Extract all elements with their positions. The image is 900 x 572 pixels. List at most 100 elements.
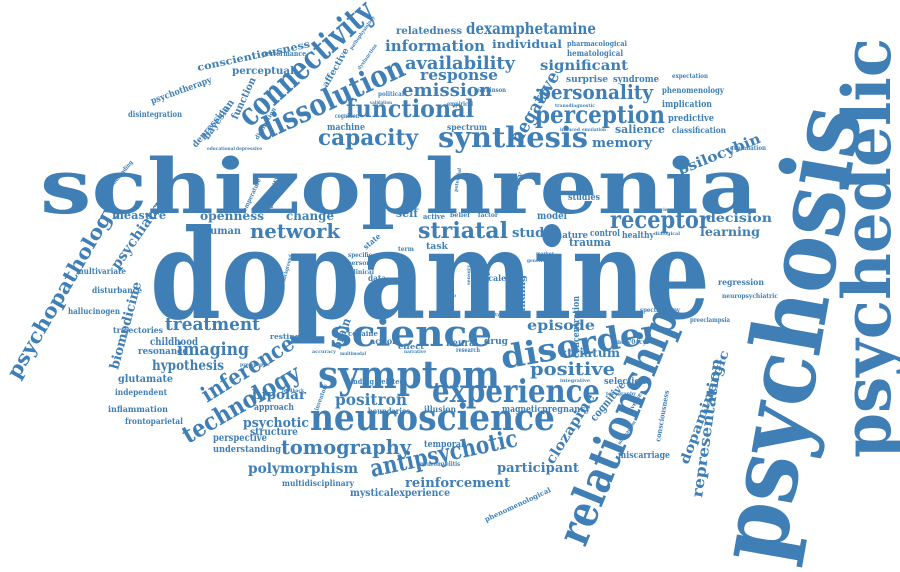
word-striatum: striatum [560,346,620,360]
word-marker: marker [536,251,554,257]
word-spectroscopy: spectroscopy [640,307,680,314]
word-personality: personality [538,80,654,104]
word-response: response [420,66,498,84]
word-illusion: illusion [424,404,456,414]
word-regression: regression [718,277,764,287]
word-predictive: predictive [668,114,714,124]
word-psychedelic: psychedelic [828,38,900,458]
word-control: control [590,229,620,239]
word-imaging: imaging [177,339,249,360]
word-human: human [203,226,242,237]
word-independent: independent [115,387,167,397]
word-hallucinogen: hallucinogen [68,306,120,316]
word-cognition: cognition [335,113,359,120]
word-group: group [440,293,456,299]
word-task: task [426,242,449,252]
word-polymorphism: polymorphism [248,461,358,477]
word-decision: decision [706,211,772,225]
word-dialogical: dialogical [654,231,680,237]
word-striatal: striatal [418,218,508,244]
word-magnetic: magnetic [502,405,542,415]
word-information: information [385,37,485,55]
word-parkinson: parkinson [476,87,507,94]
word-neuromyelitis: neuromyelitis [420,461,461,468]
word-sensory: sensory [466,264,472,285]
word-neural: neural [446,338,478,349]
word-relatedness: relatedness [396,26,462,37]
word-data: data [368,273,386,283]
word-capacity: capacity [318,125,419,151]
word-syndrome: syndrome [613,75,659,85]
word-perceptual: perceptual [232,66,294,77]
word-experience: experience [432,372,600,410]
word-learning: learning [700,225,761,239]
word-change: change [286,209,334,223]
word-multidisciplinary: multidisciplinary [282,478,354,488]
word-reinforcement: reinforcement [405,476,510,491]
word-disturbance: disturbance [92,285,142,295]
word-significant: significant [540,58,629,74]
word-neuropsychiatric: neuropsychiatric [722,293,778,300]
word-perspective: perspective [213,433,267,444]
word-finding: finding [518,274,528,315]
word-effect: effect [398,342,425,351]
word-active: active [423,212,446,221]
word-inflammation: inflammation [108,404,168,414]
word-cocaine: cocaine [348,329,379,338]
word-trauma: trauma [569,236,611,249]
word-selection: selection [604,377,646,387]
word-preeclampsia: preeclampsia [690,317,730,324]
word-narrative: narrative [404,349,426,355]
word-neuroscience: neuroscience [310,397,555,439]
word-depressive: depressive [236,146,262,152]
word-multimodal: multimodal [340,351,366,357]
word-boundaries: boundaries [368,406,410,416]
word-approach: approach [254,403,294,413]
word-measure: measure [112,209,166,222]
word-miscarriage: miscarriage [618,451,670,461]
word-availability: availability [405,53,516,74]
word-childhood: childhood [150,337,198,348]
word-glutamate: glutamate [118,374,173,385]
word-drug: drug [484,337,509,347]
word-dexamphetamine: dexamphetamine [466,19,596,38]
word-term: term [398,246,415,253]
word-feedback: feedback [282,388,304,394]
word-factor: factor [478,212,499,219]
word-binding: binding [346,377,374,386]
word-openness: openness [200,209,264,223]
word-machine: machine [327,123,365,133]
word-activity: activity [480,312,501,318]
word-hypothesis: hypothesis [152,358,224,374]
word-pregnancy: pregnancy [542,405,591,415]
word-phenomenology: phenomenology [662,85,724,95]
word-individual: individual [492,38,562,51]
word-treatment: treatment [165,314,261,335]
word-emulation: emulation [582,127,606,133]
word-healthy: healthy [622,231,655,241]
word-schizophrenia: schizophrenia [40,142,758,231]
word-scale: scale [484,273,506,283]
word-person: person [347,260,372,267]
word-symptom: symptom [318,352,500,397]
word-model: model [537,211,567,222]
word-positive: positive [530,359,615,380]
word-perception: perception [535,100,665,129]
word-pregnancies: pregnancies [640,207,670,213]
word-pharmacological: pharmacological [567,39,627,48]
word-aberrant: aberrant [510,278,517,306]
word-network: network [250,219,341,243]
word-belief: belief [450,212,470,219]
word-induced: induced [560,127,580,133]
word-episode: episode [527,318,595,334]
word-hematological: hematological [567,48,623,58]
word-implication: implication [662,100,712,110]
word-trajectories: trajectories [113,325,163,335]
word-potential: potential [453,168,463,193]
word-transdiagnostic: transdiagnostic [555,103,595,109]
word-genetic: genetic [527,258,545,264]
word-salience: salience [615,123,665,136]
word-accuracy: accuracy [312,349,337,355]
word-expectation: expectation [672,73,709,80]
